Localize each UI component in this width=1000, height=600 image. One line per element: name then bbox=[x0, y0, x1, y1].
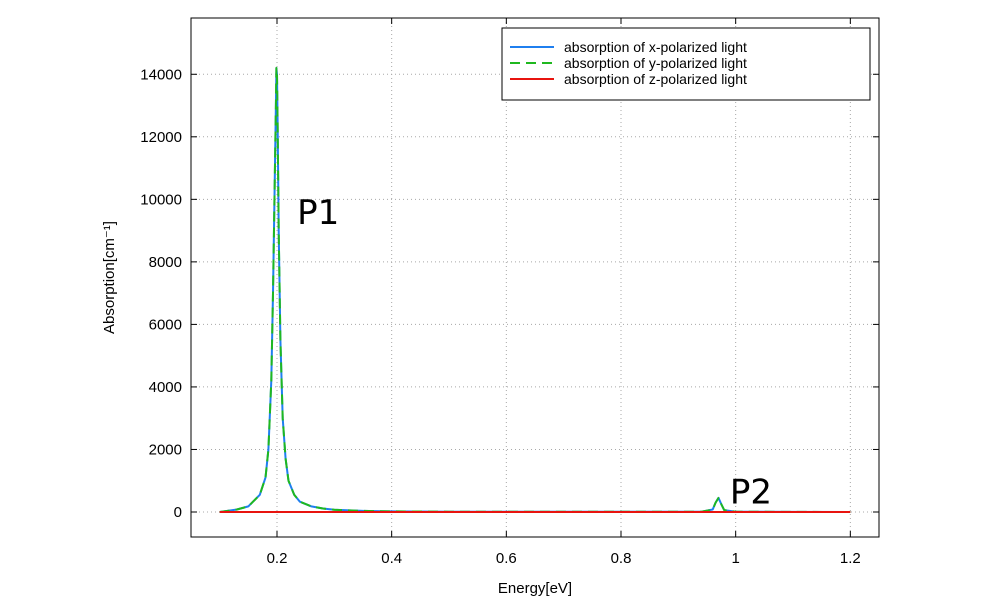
y-tick-label: 6000 bbox=[149, 316, 182, 333]
legend-label: absorption of x-polarized light bbox=[564, 39, 747, 55]
legend-label: absorption of z-polarized light bbox=[564, 71, 747, 87]
y-tick-label: 2000 bbox=[149, 441, 182, 458]
legend-label: absorption of y-polarized light bbox=[564, 55, 747, 71]
axis-ticks: 0.2 0.4 0.6 0.8 1 1.2 0 2000 4000 6000 8000 10000 12… bbox=[140, 18, 879, 567]
legend-box bbox=[501, 27, 871, 101]
y-tick-label: 0 bbox=[174, 504, 182, 521]
x-tick-label: 0.2 bbox=[267, 550, 288, 567]
x-axis-label: Energy[eV] bbox=[498, 580, 572, 597]
series-line-1 bbox=[219, 67, 851, 513]
annotations: P1 P2 bbox=[297, 193, 772, 513]
peak-annotation: P1 bbox=[297, 193, 339, 233]
series-line-2 bbox=[219, 67, 851, 513]
y-tick-label: 10000 bbox=[140, 191, 182, 208]
plot-frame bbox=[190, 17, 880, 538]
legend: absorption of x-polarized lightabsorptio… bbox=[501, 27, 871, 101]
y-tick-label: 14000 bbox=[140, 66, 182, 83]
x-tick-label: 0.4 bbox=[381, 550, 402, 567]
series-lines bbox=[219, 67, 851, 513]
peak-annotation: P2 bbox=[730, 473, 772, 513]
x-tick-label: 1 bbox=[731, 550, 739, 567]
y-axis-label: Absorption[cm⁻¹] bbox=[101, 221, 118, 334]
x-tick-label: 1.2 bbox=[840, 550, 861, 567]
y-tick-label: 4000 bbox=[149, 379, 182, 396]
x-tick-label: 0.6 bbox=[496, 550, 517, 567]
y-tick-label: 8000 bbox=[149, 254, 182, 271]
y-tick-label: 12000 bbox=[140, 129, 182, 146]
x-tick-label: 0.8 bbox=[611, 550, 632, 567]
